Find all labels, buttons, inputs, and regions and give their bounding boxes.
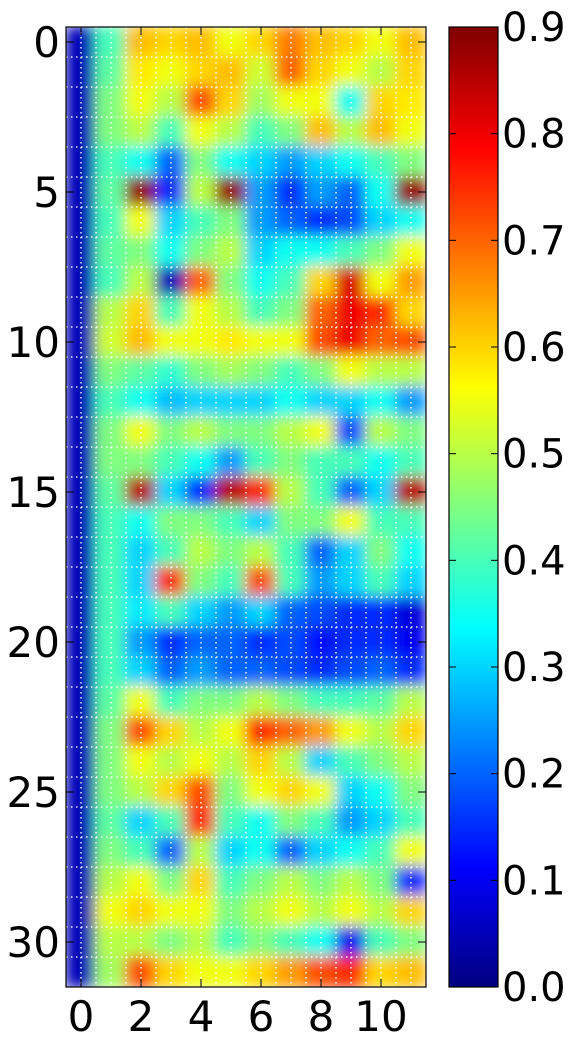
colorbar-tick-label: 0.3	[502, 645, 566, 691]
x-tick-label: 4	[188, 992, 215, 1041]
y-tick-label: 20	[7, 618, 60, 667]
heatmap-grid	[66, 27, 426, 987]
colorbar-tick-label: 0.1	[502, 858, 566, 904]
colorbar-tick-label: 0.2	[502, 752, 566, 798]
x-tick-label: 8	[308, 992, 335, 1041]
x-tick-label: 10	[354, 992, 407, 1041]
y-tick-label: 15	[7, 468, 60, 517]
y-tick-label: 30	[7, 918, 60, 967]
heatmap-cell	[155, 956, 187, 987]
heatmap-cell	[395, 956, 426, 987]
colorbar: 0.0 0.1 0.2 0.3 0.4 0.5 0.6 0.7 0.8 0.9	[448, 5, 566, 1011]
x-axis-ticks: 0 2 4 6 8 10	[68, 27, 408, 1041]
y-axis-ticks: 0 5 10 15 20 25 30	[7, 18, 426, 967]
heatmap-cell	[215, 956, 247, 987]
plot-frame	[65, 26, 427, 988]
colorbar-tick-label: 0.5	[502, 432, 566, 478]
x-tick-label: 0	[68, 992, 95, 1041]
x-tick-label: 2	[128, 992, 155, 1041]
colorbar-tick-label: 0.8	[502, 112, 566, 158]
y-tick-label: 25	[7, 768, 60, 817]
y-tick-label: 10	[7, 318, 60, 367]
colorbar-tick-label: 0.4	[502, 538, 566, 584]
y-tick-label: 0	[33, 18, 60, 67]
y-tick-label: 5	[33, 168, 60, 217]
heatmap-cell	[95, 956, 127, 987]
heatmap-axes	[65, 26, 427, 988]
colorbar-gradient	[448, 26, 499, 988]
x-tick-label: 6	[248, 992, 275, 1041]
heatmap-cell	[335, 956, 367, 987]
colorbar-tick-label: 0.6	[502, 325, 566, 371]
colorbar-tick-label: 0.0	[502, 965, 566, 1011]
colorbar-tick-label: 0.7	[502, 218, 566, 264]
heatmap-cell	[275, 956, 307, 987]
colorbar-tick-label: 0.9	[502, 5, 566, 51]
